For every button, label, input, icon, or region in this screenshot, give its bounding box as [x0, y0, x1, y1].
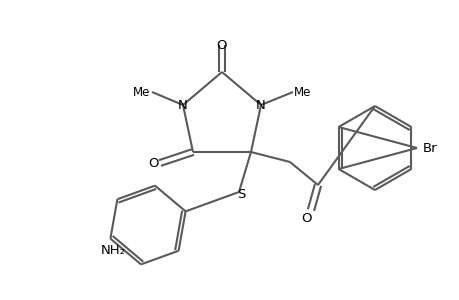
Text: Me: Me [294, 85, 311, 98]
Text: Me: Me [133, 85, 151, 98]
Text: O: O [301, 212, 312, 224]
Text: Br: Br [422, 142, 437, 154]
Text: N: N [256, 98, 265, 112]
Text: S: S [236, 188, 245, 200]
Text: N: N [178, 98, 187, 112]
Text: NH₂: NH₂ [101, 244, 126, 257]
Text: O: O [148, 157, 159, 169]
Text: O: O [216, 38, 227, 52]
